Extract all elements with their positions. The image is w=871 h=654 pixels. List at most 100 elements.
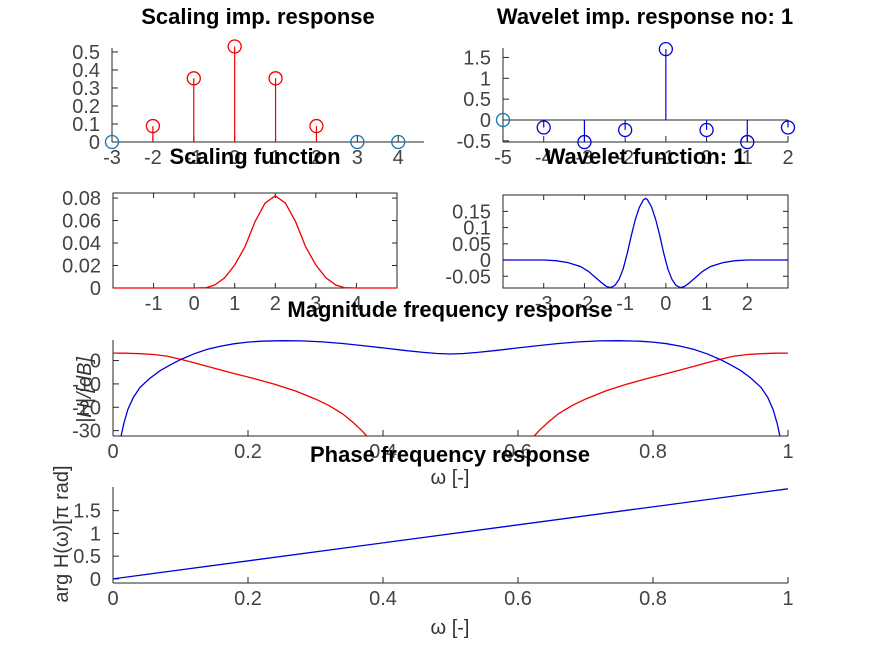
plot-scaling-imp-response: 00.10.20.30.40.5-3 -2 -1 0 1 2 3 4 (72, 39, 424, 169)
y-tick-label: -0.05 (445, 266, 491, 288)
y-tick-label: 0.08 (62, 188, 101, 210)
y-tick-label: 0.5 (463, 89, 491, 111)
x-tick-label: 0 (107, 588, 118, 610)
axes-box (502, 194, 789, 289)
y-tick-label: 0 (480, 250, 491, 272)
x-tick-label: 2 (311, 147, 322, 169)
stem-marker (495, 112, 511, 128)
x-tick-label: 0.6 (504, 441, 532, 463)
x-tick-label: 0.2 (234, 588, 262, 610)
x-tick-label: 2 (270, 293, 281, 315)
ylabel-phase: arg H(ω)[π rad] (51, 465, 73, 603)
y-tick-label: -30 (72, 421, 101, 443)
y-tick-label: 0 (90, 278, 101, 300)
y-tick-label: 0.04 (62, 233, 101, 255)
stem-marker (227, 39, 242, 54)
y-tick-label: 0.4 (72, 60, 100, 82)
plot-scaling-function: 00.020.040.060.08-1 0 1 2 3 4 (62, 188, 398, 315)
y-tick-label: 1 (480, 68, 491, 90)
x-tick-label: 1 (270, 147, 281, 169)
title-scaling-function: Scaling function (169, 144, 341, 169)
y-tick-label: 0.3 (72, 78, 100, 100)
y-tick-label: 0.05 (452, 234, 491, 256)
x-tick-label: 4 (393, 147, 404, 169)
x-tick-label: 0 (701, 147, 712, 169)
stem-marker (145, 118, 161, 134)
stem-marker (186, 71, 201, 86)
title-magnitude-response: Magnitude frequency response (287, 297, 613, 322)
x-tick-label: -2 (144, 147, 162, 169)
x-tick-label: -5 (494, 147, 512, 169)
title-wavelet-imp-response: Wavelet imp. response no: 1 (496, 4, 794, 29)
plot-magnitude-frequency-response: 0-10-20-300 0.2 0.4 0.6 0.8 1 (72, 340, 794, 463)
stem-marker (577, 134, 592, 150)
curve-scaling-function (113, 194, 397, 289)
y-tick-label: 1 (90, 523, 101, 545)
y-tick-label: 0.2 (72, 96, 100, 118)
y-tick-label: 0.15 (452, 201, 491, 223)
y-tick-label: 0.1 (463, 218, 491, 240)
x-tick-label: -1 (657, 147, 675, 169)
x-tick-label: 0 (660, 293, 671, 315)
y-tick-label: 0.5 (72, 42, 100, 64)
stem-marker (104, 134, 120, 150)
x-tick-label: -4 (535, 147, 553, 169)
y-tick-label: 0.1 (72, 114, 100, 136)
curve-scaling-magnitude (533, 352, 789, 437)
stem-marker (268, 71, 283, 86)
xlabel-magnitude: ω [-] (430, 467, 470, 489)
x-tick-label: 0 (229, 147, 240, 169)
x-tick-label: 2 (782, 147, 793, 169)
x-tick-label: 0.2 (234, 441, 262, 463)
stem-marker (391, 134, 406, 150)
x-tick-label: 1 (229, 293, 240, 315)
x-tick-label: -3 (103, 147, 121, 169)
y-tick-label: 0 (90, 569, 101, 591)
y-tick-label: 0.06 (62, 211, 101, 233)
x-tick-label: 1 (701, 293, 712, 315)
curve-scaling-magnitude (112, 352, 368, 437)
title-phase-response: Phase frequency response (309, 442, 591, 467)
x-tick-label: 0.8 (639, 441, 667, 463)
x-tick-label: 0 (107, 441, 118, 463)
y-tick-label: -20 (72, 397, 101, 419)
stem-marker (617, 122, 633, 138)
curve-wavelet-function (503, 197, 788, 289)
x-tick-label: -1 (616, 293, 634, 315)
xlabel-phase: ω [-] (430, 617, 470, 639)
stem-marker (536, 120, 551, 135)
curve-wavelet-magnitude (120, 340, 781, 437)
x-tick-label: 2 (742, 293, 753, 315)
stem-marker (740, 134, 755, 150)
title-wavelet-function: Wavelet function: 1 (544, 144, 746, 169)
x-tick-label: -1 (145, 293, 163, 315)
x-tick-label: 0.4 (369, 588, 397, 610)
stem-marker (309, 118, 324, 134)
y-tick-label: 0 (90, 351, 101, 373)
y-tick-label: 1.5 (73, 501, 101, 523)
y-tick-label: 0 (480, 110, 491, 132)
x-tick-label: -3 (576, 147, 594, 169)
y-tick-label: -10 (72, 374, 101, 396)
x-tick-label: 0.4 (369, 441, 397, 463)
curve-phase (112, 488, 789, 580)
x-tick-label: 0.8 (639, 588, 667, 610)
x-tick-label: 1 (742, 147, 753, 169)
x-tick-label: 3 (310, 293, 321, 315)
stem-marker (780, 120, 796, 135)
y-tick-label: 0 (89, 132, 100, 154)
x-tick-label: -3 (535, 293, 553, 315)
axes-box (112, 192, 398, 289)
x-tick-label: 1 (782, 588, 793, 610)
plot-wavelet-imp-response-no-1: -0.500.511.5-5 -4 -3 -2 -1 0 1 2 (457, 41, 796, 169)
x-tick-label: 3 (352, 147, 363, 169)
stem-marker (699, 122, 714, 138)
y-tick-label: -0.5 (457, 131, 491, 153)
x-tick-label: 4 (351, 293, 362, 315)
title-scaling-imp-response: Scaling imp. response (141, 4, 375, 29)
plot-phase-frequency-response: 00.511.50 0.2 0.4 0.6 0.8 1 (73, 487, 794, 610)
x-tick-label: -1 (185, 147, 203, 169)
